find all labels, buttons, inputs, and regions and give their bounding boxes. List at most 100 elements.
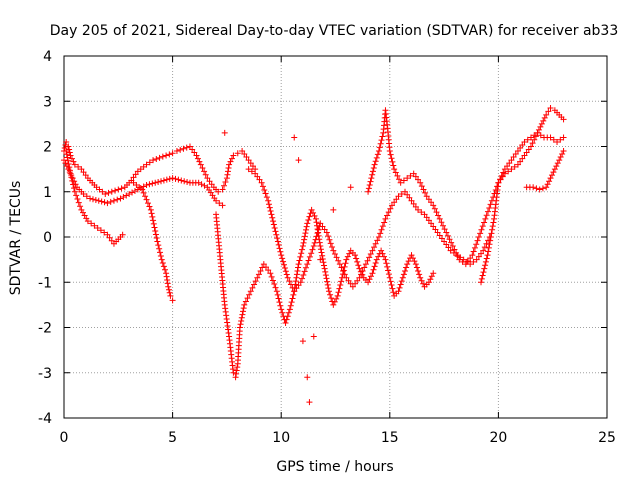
track-d-point — [144, 200, 151, 207]
track-g-point — [486, 205, 493, 212]
track-d-point — [163, 270, 170, 277]
track-h-point — [479, 272, 486, 279]
track-e-point — [276, 299, 283, 306]
track-b-point — [175, 176, 182, 183]
track-f-point — [287, 281, 294, 288]
track-g-point — [547, 134, 554, 141]
track-e-point — [416, 271, 423, 278]
track-a-point — [108, 188, 115, 195]
track-e-point — [302, 230, 309, 237]
track-e-point — [390, 289, 397, 296]
track-f-point — [283, 271, 290, 278]
track-g-point — [415, 176, 422, 183]
track-e-point — [325, 285, 332, 292]
track-g-point — [521, 138, 528, 145]
track-a-point — [206, 178, 213, 185]
track-a-point — [208, 181, 215, 188]
track-i-point — [533, 185, 540, 192]
track-c-point — [101, 229, 108, 236]
track-f-point — [297, 279, 304, 286]
track-f-point — [349, 283, 356, 290]
track-e-point — [275, 295, 282, 302]
track-i-point — [557, 154, 564, 161]
track-e-point — [284, 313, 291, 320]
track-h-point — [487, 237, 494, 244]
track-c-point — [97, 227, 104, 234]
track-h-point — [488, 230, 495, 237]
track-e-point — [398, 278, 405, 285]
track-f-point — [311, 239, 318, 246]
track-d-point — [163, 273, 170, 280]
track-g-point — [430, 202, 437, 209]
track-g-point — [517, 145, 524, 152]
track-e-point — [418, 277, 425, 284]
track-c-point — [119, 231, 126, 238]
y-tick-label: 4 — [43, 49, 52, 65]
track-h-point — [497, 176, 504, 183]
track-i-point — [539, 185, 546, 192]
track-a-point — [177, 146, 184, 153]
track-e-point — [268, 273, 275, 280]
track-c-point — [75, 199, 82, 206]
track-g-point — [377, 140, 384, 147]
track-f-point — [398, 191, 405, 198]
track-b-point — [201, 182, 208, 189]
track-a-point — [70, 158, 77, 165]
track-e-point — [318, 249, 325, 256]
x-tick-label: 25 — [598, 430, 616, 446]
track-h-point — [543, 111, 550, 118]
track-e-point — [372, 260, 379, 267]
track-e-point — [352, 252, 359, 259]
track-e-point — [300, 239, 307, 246]
track-f-point — [481, 244, 488, 251]
track-a-point — [150, 157, 157, 164]
track-c-point — [84, 218, 91, 225]
track-f-point — [359, 267, 366, 274]
track-i-point — [530, 184, 537, 191]
track-g-point — [367, 178, 374, 185]
track-a-point — [112, 187, 119, 194]
track-f-point — [438, 235, 445, 242]
track-e-point — [317, 246, 324, 253]
track-g-point — [387, 151, 394, 158]
track-g-point — [471, 244, 478, 251]
track-c-point — [66, 167, 73, 174]
track-h-point — [527, 143, 534, 150]
track-e-point — [233, 367, 240, 374]
track-e-point — [255, 271, 262, 278]
track-g-point — [397, 179, 404, 186]
track-e-point — [324, 281, 331, 288]
track-b-point — [178, 177, 185, 184]
track-f-point — [352, 280, 359, 287]
track-f-point — [356, 274, 363, 281]
track-g-point — [373, 154, 380, 161]
track-g-point — [473, 241, 480, 248]
track-g-point — [386, 148, 393, 155]
track-e-point — [301, 236, 308, 243]
track-f-point — [306, 253, 313, 260]
track-g-point — [376, 144, 383, 151]
track-f-point — [412, 203, 419, 210]
track-d-point — [165, 283, 172, 290]
track-f-point — [336, 261, 343, 268]
track-e-point — [303, 226, 310, 233]
track-f-point — [377, 230, 384, 237]
track-e-point — [269, 277, 276, 284]
track-f-point — [404, 191, 411, 198]
track-h-point — [514, 161, 521, 168]
track-h-point — [532, 133, 539, 140]
track-e-point — [282, 319, 289, 326]
track-e-point — [232, 374, 239, 381]
track-e-point — [408, 252, 415, 259]
track-e-point — [323, 275, 330, 282]
track-e-point — [313, 219, 320, 226]
track-b-point — [163, 176, 170, 183]
track-f-point — [369, 247, 376, 254]
track-e-point — [306, 213, 313, 220]
track-e-point — [273, 288, 280, 295]
track-a-point — [197, 161, 204, 168]
track-g-point — [479, 223, 486, 230]
track-g-point — [524, 136, 531, 143]
track-g-point — [394, 172, 401, 179]
track-b-point — [95, 197, 102, 204]
